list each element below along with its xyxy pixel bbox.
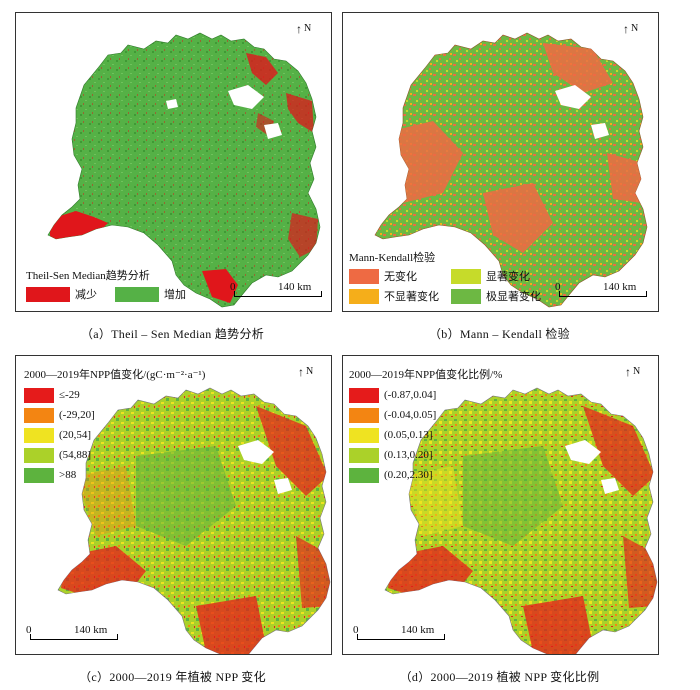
legend-c: 2000—2019年NPP值变化/(gC·m⁻²·a⁻¹) ≤-29 (-29,… (24, 366, 205, 485)
legend-item: (0.13,0.20] (349, 445, 502, 465)
map-theil-sen (47, 32, 321, 308)
legend-label: 显著变化 (486, 271, 530, 283)
scale-zero: 0 (353, 624, 359, 636)
legend-item: (-0.87,0.04] (349, 385, 502, 405)
legend-swatch (115, 286, 159, 302)
legend-swatch (24, 447, 54, 463)
map-panel-c: ↑ N 2000—2019年NPP值变化/(gC·m⁻²·a⁻¹) ≤-29 (… (15, 355, 332, 655)
legend-swatch (451, 288, 481, 304)
north-label: N (304, 23, 312, 34)
map-npp-change-ratio (384, 387, 658, 654)
legend-label: 不显著变化 (384, 291, 439, 303)
legend-swatch (349, 467, 379, 483)
north-label: N (306, 366, 314, 377)
legend-swatch (349, 447, 379, 463)
north-arrow-icon: ↑ (625, 365, 631, 379)
legend-item: (-29,20] (24, 405, 205, 425)
scale-distance: 140 km (603, 281, 637, 293)
north-arrow-c: ↑ N (298, 366, 313, 378)
legend-item: >88 (24, 465, 205, 485)
legend-b: Mann-Kendall检验 无变化 显著变化 不显著变化 极显著变化 (349, 249, 541, 304)
caption-d: （d）2000—2019 植被 NPP 变化比例 (399, 670, 600, 684)
legend-swatch (349, 387, 379, 403)
legend-label: (-0.04,0.05] (384, 409, 437, 421)
legend-title: 2000—2019年NPP值变化比例/% (349, 369, 503, 381)
legend-swatch (451, 268, 481, 284)
legend-label: (0.20,2.30] (384, 469, 433, 481)
scale-bar-a: 0 140 km (230, 281, 322, 301)
legend-label: >88 (59, 469, 77, 481)
legend-item: (0.05,0.13] (349, 425, 502, 445)
scale-zero: 0 (230, 281, 236, 293)
legend-item: (-0.04,0.05] (349, 405, 502, 425)
legend-label: (0.05,0.13] (384, 429, 433, 441)
north-label: N (631, 23, 639, 34)
scale-zero: 0 (555, 281, 561, 293)
legend-title: Theil-Sen Median趋势分析 (26, 270, 150, 282)
legend-label: (-29,20] (59, 409, 95, 421)
legend-swatch (24, 387, 54, 403)
legend-item: 不显著变化 (349, 288, 439, 304)
legend-d: 2000—2019年NPP值变化比例/% (-0.87,0.04] (-0.04… (349, 366, 502, 485)
north-arrow-a: ↑ N (296, 23, 311, 35)
scale-zero: 0 (26, 624, 32, 636)
north-arrow-icon: ↑ (298, 365, 304, 379)
caption-c: （c）2000—2019 年植被 NPP 变化 (79, 670, 266, 684)
legend-label: (54,88] (59, 449, 92, 461)
legend-title: Mann-Kendall检验 (349, 252, 436, 264)
legend-item: 显著变化 (451, 268, 541, 284)
scale-line (30, 634, 118, 640)
legend-swatch (24, 467, 54, 483)
north-arrow-d: ↑ N (625, 366, 640, 378)
scale-bar-c: 0 140 km (26, 624, 118, 644)
legend-swatch (349, 407, 379, 423)
legend-title: 2000—2019年NPP值变化/(gC·m⁻²·a⁻¹) (24, 369, 206, 381)
legend-swatch (349, 427, 379, 443)
legend-item: (54,88] (24, 445, 205, 465)
legend-item: (0.20,2.30] (349, 465, 502, 485)
map-panel-b: ↑ N Mann-Kendall检验 无变化 显著变化 不显著变化 极显著变化 … (342, 12, 659, 312)
legend-label: (0.13,0.20] (384, 449, 433, 461)
legend-swatch (24, 407, 54, 423)
scale-bar-d: 0 140 km (353, 624, 445, 644)
legend-item: 减少 (26, 286, 97, 302)
legend-swatch (24, 427, 54, 443)
scale-distance: 140 km (74, 624, 108, 636)
map-mann-kendall (374, 32, 648, 308)
legend-label: 减少 (75, 289, 97, 301)
legend-label: (20,54] (59, 429, 92, 441)
legend-item: ≤-29 (24, 385, 205, 405)
legend-item: 极显著变化 (451, 288, 541, 304)
legend-label: ≤-29 (59, 389, 80, 401)
legend-item: 增加 (115, 286, 186, 302)
north-arrow-b: ↑ N (623, 23, 638, 35)
map-panel-d: ↑ N 2000—2019年NPP值变化比例/% (-0.87,0.04] (-… (342, 355, 659, 655)
map-panel-a: ↑ N Theil-Sen Median趋势分析 减少 增加 0 140 km (15, 12, 332, 312)
legend-label: 无变化 (384, 271, 417, 283)
legend-swatch (349, 268, 379, 284)
caption-b: （b）Mann – Kendall 检验 (429, 327, 570, 341)
legend-label: 增加 (164, 289, 186, 301)
north-label: N (633, 366, 641, 377)
map-npp-change (57, 387, 331, 654)
scale-line (559, 291, 647, 297)
legend-item: (20,54] (24, 425, 205, 445)
scale-line (357, 634, 445, 640)
scale-distance: 140 km (278, 281, 312, 293)
caption-a: （a）Theil – Sen Median 趋势分析 (80, 327, 265, 341)
scale-line (234, 291, 322, 297)
scale-distance: 140 km (401, 624, 435, 636)
legend-swatch (349, 288, 379, 304)
north-arrow-icon: ↑ (623, 22, 629, 36)
legend-label: (-0.87,0.04] (384, 389, 437, 401)
scale-bar-b: 0 140 km (555, 281, 647, 301)
legend-swatch (26, 286, 70, 302)
legend-label: 极显著变化 (486, 291, 541, 303)
legend-item: 无变化 (349, 268, 439, 284)
north-arrow-icon: ↑ (296, 22, 302, 36)
legend-a: Theil-Sen Median趋势分析 减少 增加 (26, 267, 186, 302)
